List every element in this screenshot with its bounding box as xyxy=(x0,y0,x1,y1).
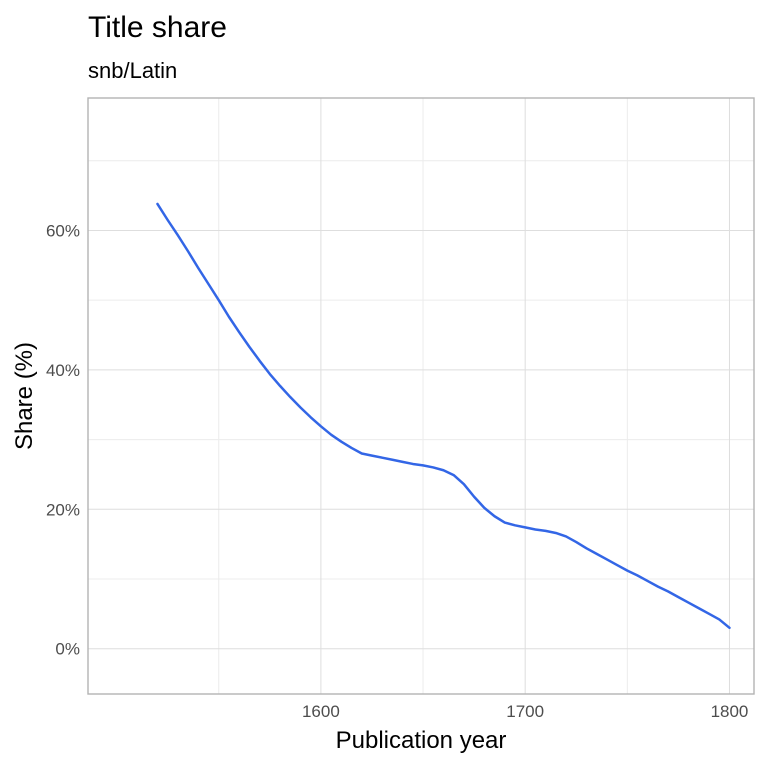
y-tick-label: 40% xyxy=(46,361,80,380)
x-axis-title: Publication year xyxy=(336,727,507,754)
chart-title: Title share xyxy=(88,11,227,44)
major-gridlines xyxy=(88,98,754,694)
chart-subtitle: snb/Latin xyxy=(88,58,177,83)
minor-gridlines xyxy=(88,98,754,694)
y-tick-label: 60% xyxy=(46,221,80,240)
x-tick-label: 1700 xyxy=(506,702,544,721)
x-tick-label: 1800 xyxy=(711,702,749,721)
x-tick-labels: 1600 1700 1800 xyxy=(302,702,748,721)
y-tick-labels: 0% 20% 40% 60% xyxy=(46,221,80,658)
y-tick-label: 20% xyxy=(46,500,80,519)
plot-panel-border xyxy=(87,97,755,695)
y-tick-label: 0% xyxy=(55,640,80,659)
series-layer xyxy=(156,202,731,630)
x-tick-label: 1600 xyxy=(302,702,340,721)
series-line xyxy=(156,202,731,630)
y-axis-title: Share (%) xyxy=(11,342,38,450)
